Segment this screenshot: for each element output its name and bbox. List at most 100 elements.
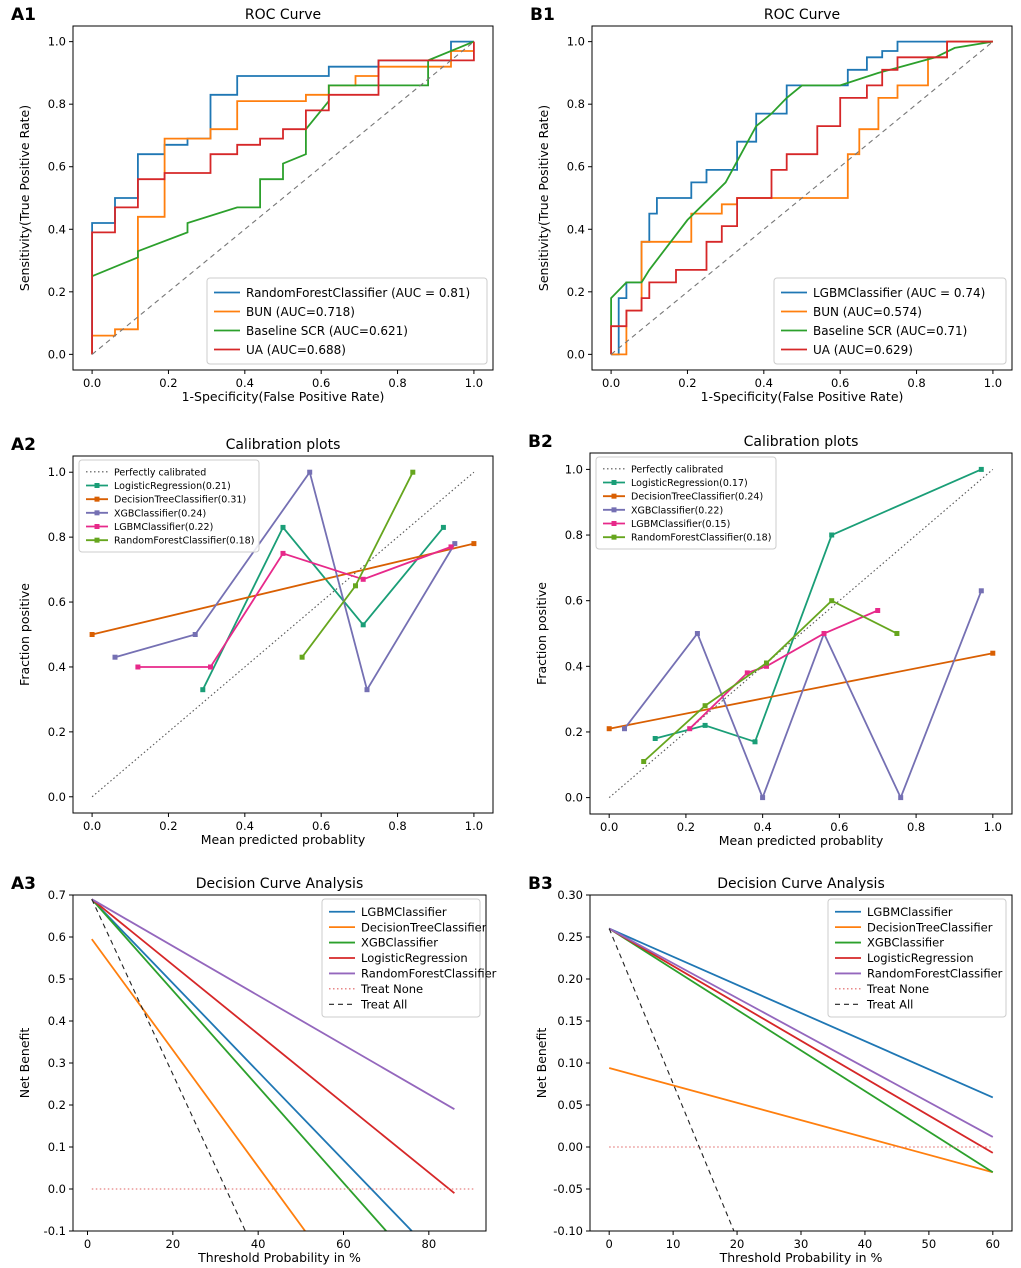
series-line-0 [91, 898, 413, 1231]
data-point [978, 466, 984, 472]
x-tick-label: 1.0 [984, 820, 1002, 834]
y-tick-label: 0.4 [48, 222, 66, 236]
y-tick-label: 0.30 [557, 888, 583, 902]
y-tick-label: -0.1 [44, 1224, 66, 1238]
panel-a1: A1 ROC Curve 0.0 0.2 0.4 0.6 0.8 1.0 0.0 0.2 0.4 0.… [11, 5, 494, 404]
y-tick-label: 0.25 [557, 930, 583, 944]
data-point [702, 703, 708, 709]
y-tick-label: 0.4 [48, 1014, 66, 1028]
x-tick-label: 30 [794, 1237, 809, 1251]
y-tick-label: 0.8 [48, 530, 66, 544]
legend-entry-label: LGBMClassifier [867, 905, 953, 919]
x-tick-label: 0.6 [831, 376, 849, 390]
data-point [452, 541, 458, 547]
panel-a3: A3 Decision Curve Analysis 0 20 40 60 80 -0.1 0.… [11, 874, 497, 1265]
legend-entry-label: BUN (AUC=0.574) [813, 305, 922, 319]
y-tick-label: 0.2 [567, 285, 585, 299]
y-axis-label: Sensitivity(True Positive Rate) [536, 105, 551, 291]
y-tick-label: 0.8 [565, 528, 583, 542]
panel-b1: B1 ROC Curve 0.0 0.2 0.4 0.6 0.8 1.0 0.0 0.2 0.4 0.… [530, 5, 1013, 404]
data-point [135, 664, 141, 670]
legend-entry-label: LogisticRegression(0.21) [114, 481, 231, 492]
y-axis-label: Fraction positive [534, 582, 549, 685]
legend-entry-label: LGBMClassifier [361, 905, 447, 919]
x-tick-label: 40 [251, 1237, 266, 1251]
series-line-6 [91, 898, 246, 1231]
legend-marker [94, 510, 100, 516]
series-line-0 [608, 927, 994, 1099]
y-tick-label: -0.05 [553, 1182, 583, 1196]
series-line-2 [609, 652, 993, 730]
x-tick-label: 0.4 [236, 376, 254, 390]
data-point [606, 726, 612, 732]
y-axis-label: Net Benefit [534, 1028, 549, 1099]
x-tick-label: 1.0 [984, 376, 1002, 390]
x-tick-label: 0.8 [388, 376, 406, 390]
y-tick-label: 0.4 [48, 660, 66, 674]
x-tick-label: 0.0 [83, 376, 101, 390]
y-tick-label: 0.0 [567, 347, 585, 361]
y-tick-label: 0.4 [565, 659, 583, 673]
legend-entry-label: Baseline SCR (AUC=0.621) [246, 324, 408, 338]
data-point [687, 726, 693, 732]
data-point [410, 469, 416, 475]
x-tick-label: 0.2 [159, 819, 177, 833]
plot-area [606, 466, 996, 801]
legend-entry-label: Treat All [866, 997, 913, 1011]
data-point [440, 524, 446, 530]
series-line-3 [610, 40, 993, 355]
x-tick-label: 0.0 [602, 376, 620, 390]
x-tick-label: 0.2 [678, 376, 696, 390]
x-tick-label: 0.6 [312, 819, 330, 833]
x-tick-label: 0.6 [830, 820, 848, 834]
y-tick-label: 0.2 [565, 725, 583, 739]
x-tick-label: 80 [422, 1237, 437, 1251]
x-axis-label: Mean predicted probablity [201, 832, 366, 847]
y-tick-label: 0.6 [567, 160, 585, 174]
data-point [192, 632, 198, 637]
y-axis-label: Net Benefit [17, 1028, 32, 1099]
legend-entry-label: RandomForestClassifier(0.18) [631, 533, 771, 544]
legend-entry-label: DecisionTreeClassifier(0.24) [631, 492, 763, 503]
y-axis-label: Sensitivity(True Positive Rate) [17, 105, 32, 291]
legend-entry-label: LogisticRegression [867, 951, 974, 965]
x-tick-label: 1.0 [465, 819, 483, 833]
chart-title: Decision Curve Analysis [717, 876, 885, 892]
legend-entry-label: XGBClassifier [361, 936, 438, 950]
y-tick-label: 0.8 [48, 97, 66, 111]
legend-marker [611, 480, 617, 485]
data-point [208, 664, 213, 670]
y-tick-label: 0.0 [48, 1182, 66, 1196]
legend-entry-label: Perfectly calibrated [631, 464, 723, 475]
legend-entry-label: DecisionTreeClassifier(0.31) [114, 495, 246, 506]
panel-label: B1 [530, 5, 555, 25]
panel-label: B3 [528, 874, 553, 894]
data-point [875, 608, 881, 613]
legend-entry-label: Perfectly calibrated [114, 467, 206, 478]
legend-entry-label: Baseline SCR (AUC=0.71) [813, 324, 967, 338]
y-tick-label: 0.05 [557, 1098, 583, 1112]
y-tick-label: 0.2 [48, 725, 66, 739]
y-tick-label: 0.6 [48, 160, 66, 174]
plot-area [91, 40, 475, 355]
y-tick-label: 0.20 [557, 972, 583, 986]
legend-entry-label: BUN (AUC=0.718) [246, 305, 355, 319]
legend-entry-label: LGBMClassifier (AUC = 0.74) [813, 286, 985, 300]
legend-marker [611, 507, 617, 513]
x-tick-label: 1.0 [465, 376, 483, 390]
x-tick-label: 0.4 [236, 819, 254, 833]
x-tick-label: 40 [858, 1237, 873, 1251]
y-tick-label: 0.4 [567, 222, 585, 236]
y-tick-label: 0.0 [565, 791, 583, 805]
series-line-2 [91, 40, 475, 278]
data-point [280, 550, 286, 556]
data-point [641, 759, 647, 764]
legend-entry-label: DecisionTreeClassifier [867, 920, 993, 934]
x-tick-label: 0.0 [83, 819, 101, 833]
plot-area [608, 927, 994, 1231]
y-tick-label: 0.7 [48, 888, 66, 902]
series-line-1 [608, 1067, 994, 1174]
y-tick-label: 0.0 [48, 790, 66, 804]
chart-title: Calibration plots [744, 434, 859, 450]
